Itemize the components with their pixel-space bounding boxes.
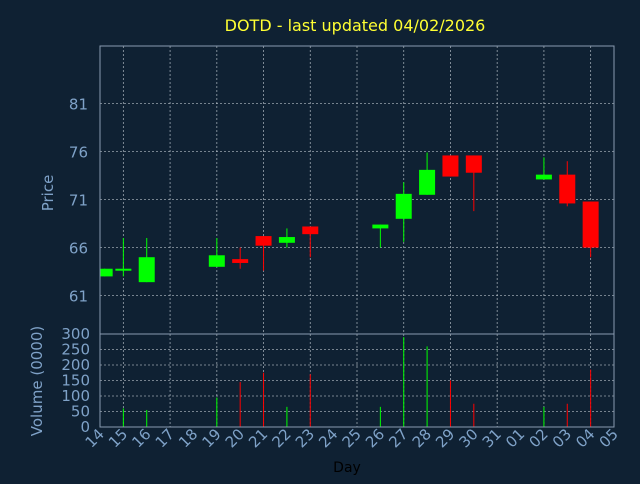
candle-body	[582, 201, 599, 248]
volume-tick-label: 0	[80, 418, 90, 436]
x-tick-label: 03	[549, 425, 575, 451]
volume-tick-label: 100	[61, 387, 90, 405]
candle-body	[395, 193, 412, 219]
x-tick-label: 26	[362, 425, 388, 451]
x-tick-label: 04	[572, 425, 598, 451]
candle-body	[302, 226, 319, 235]
candle-body	[372, 224, 389, 229]
x-tick-label: 19	[198, 425, 224, 451]
candle-body	[115, 268, 132, 271]
candles	[100, 152, 599, 283]
volume-tick-label: 200	[61, 356, 90, 374]
price-tick-label: 81	[69, 96, 88, 114]
x-tick-label: 30	[455, 425, 481, 451]
volume-axis-label: Volume (0000)	[28, 326, 46, 436]
price-tick-label: 71	[69, 192, 88, 210]
candle-body	[559, 174, 576, 204]
candle-body	[208, 255, 225, 267]
x-tick-label: 27	[385, 425, 411, 451]
x-tick-label: 31	[479, 425, 505, 451]
candle-body	[138, 257, 155, 283]
price-tick-label: 66	[69, 240, 88, 258]
x-tick-label: 28	[409, 425, 435, 451]
volume-grid	[100, 334, 614, 427]
x-tick-label: 20	[222, 425, 248, 451]
x-tick-label: 25	[339, 425, 365, 451]
x-tick-label: 02	[526, 425, 552, 451]
x-tick-labels: 1415161718192021222324252627282930310102…	[82, 425, 622, 451]
volume-plot-frame	[99, 333, 615, 428]
candle-body	[535, 174, 552, 180]
price-axis-label: Price	[39, 175, 57, 212]
candle-body	[465, 155, 482, 173]
price-tick-label: 76	[69, 144, 88, 162]
candle-body	[232, 259, 249, 263]
candle-body	[278, 237, 295, 243]
candle-body	[255, 236, 272, 246]
plot-frames	[99, 45, 615, 428]
x-tick-label: 23	[292, 425, 318, 451]
candle-body	[442, 155, 459, 177]
volume-tick-label: 300	[61, 325, 90, 343]
volume-tick-label: 250	[61, 341, 90, 359]
x-tick-label: 29	[432, 425, 458, 451]
price-grid	[100, 46, 614, 334]
volume-tick-label: 150	[61, 372, 90, 390]
chart-title: DOTD - last updated 04/02/2026	[225, 16, 486, 35]
x-tick-label: 01	[502, 425, 528, 451]
x-axis-label: Day	[333, 460, 361, 476]
x-tick-label: 16	[128, 425, 154, 451]
x-tick-label: 24	[315, 425, 341, 451]
x-tick-label: 18	[175, 425, 201, 451]
x-tick-label: 17	[152, 425, 178, 451]
candle-body	[100, 268, 113, 277]
price-tick-label: 61	[69, 288, 88, 306]
x-tick-label: 05	[596, 425, 622, 451]
volume-bars	[122, 337, 592, 427]
x-tick-label: 15	[105, 425, 131, 451]
volume-tick-label: 50	[71, 403, 90, 421]
candle-body	[419, 169, 436, 195]
x-tick-label: 21	[245, 425, 271, 451]
x-tick-label: 22	[269, 425, 295, 451]
